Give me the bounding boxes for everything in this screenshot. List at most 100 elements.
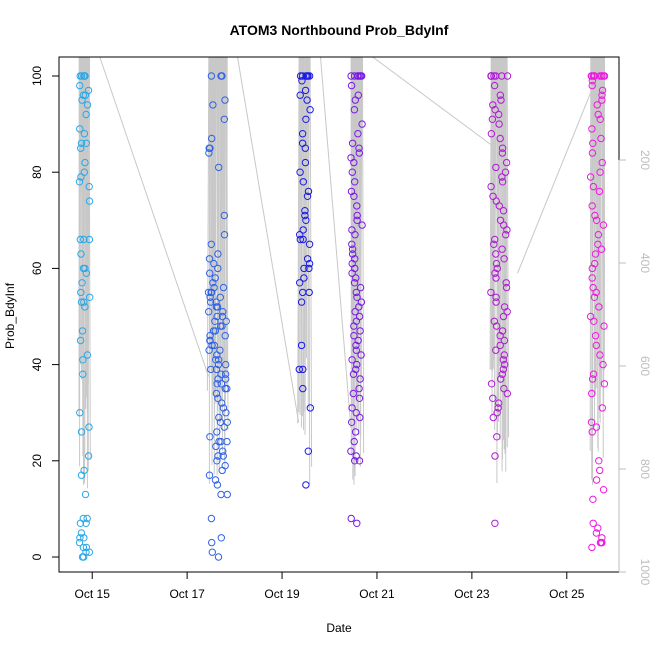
data-point (495, 120, 503, 128)
data-point (591, 211, 599, 220)
transit-line (237, 56, 300, 423)
data-point (487, 288, 495, 297)
data-point (211, 327, 220, 335)
data-point (353, 216, 361, 225)
data-point (598, 158, 606, 167)
data-point (85, 548, 94, 556)
data-point (206, 433, 214, 441)
data-point (352, 346, 360, 354)
data-point (206, 332, 214, 340)
data-point (218, 322, 226, 330)
data-point (589, 370, 598, 378)
data-point (86, 293, 94, 301)
x-axis: Oct 15 Oct 17 Oct 19 Oct 21 Oct 23 Oct 25 (75, 571, 585, 601)
data-point (589, 139, 597, 148)
data-point (349, 389, 357, 398)
data-point (498, 245, 506, 253)
data-point (208, 538, 216, 547)
x-tick-label: Oct 21 (359, 587, 395, 601)
data-point (351, 231, 359, 239)
trace-line (217, 56, 220, 402)
trace-line (214, 56, 217, 394)
data-point (588, 125, 596, 133)
trace-lines (78, 56, 605, 489)
trace-line (356, 56, 359, 401)
data-point (499, 356, 507, 364)
data-point (355, 312, 364, 321)
data-point (218, 312, 227, 321)
data-point (356, 375, 364, 383)
data-point (350, 106, 359, 114)
data-point (356, 327, 364, 335)
data-point (221, 461, 229, 470)
data-point (596, 351, 604, 359)
data-point (206, 336, 214, 345)
data-point (356, 283, 365, 292)
data-point (304, 447, 312, 455)
data-point (490, 81, 499, 90)
trace-line (506, 56, 510, 438)
data-point (301, 211, 309, 220)
data-point (598, 96, 606, 104)
data-point (296, 235, 304, 244)
chart-title: ATOM3 Northbound Prob_BdyInf (230, 22, 449, 38)
data-point (222, 360, 230, 369)
data-point (491, 452, 499, 460)
data-point (588, 375, 597, 383)
data-point (214, 553, 223, 561)
trace-line (307, 56, 310, 370)
data-point (502, 283, 511, 292)
data-point (357, 298, 366, 306)
data-point (352, 365, 360, 374)
data-point (589, 182, 598, 191)
data-point (498, 149, 507, 157)
data-point (502, 231, 510, 239)
x-tick-label: Oct 25 (549, 587, 585, 601)
data-point (215, 163, 223, 172)
data-point (82, 139, 91, 148)
data-point (78, 327, 87, 335)
data-point (500, 351, 508, 359)
data-point (85, 235, 94, 244)
data-point (487, 130, 496, 138)
data-point (586, 173, 595, 181)
data-point (296, 168, 304, 176)
trace-line (80, 56, 82, 365)
data-point (217, 370, 225, 378)
data-point (502, 158, 511, 167)
data-point (499, 365, 507, 374)
data-point (76, 81, 84, 90)
data-point (348, 356, 356, 364)
data-point (354, 91, 362, 99)
data-point (596, 466, 604, 475)
data-point (211, 476, 220, 484)
data-point (206, 144, 214, 152)
data-point (357, 351, 365, 359)
data-point (298, 130, 307, 138)
data-point (499, 207, 508, 215)
data-point (492, 259, 501, 268)
data-point (212, 365, 221, 374)
data-point (81, 490, 90, 499)
data-point (354, 130, 362, 138)
data-point (489, 413, 497, 422)
data-point (501, 168, 510, 176)
data-point (491, 235, 499, 244)
data-point (492, 346, 500, 354)
secondary-tick-label: 600 (638, 356, 650, 376)
data-point (495, 202, 503, 210)
data-point (593, 101, 601, 109)
data-point (222, 409, 230, 417)
data-point (500, 336, 509, 345)
data-point (498, 144, 507, 152)
data-point (589, 519, 597, 527)
data-point (82, 519, 90, 527)
data-point (211, 317, 219, 325)
data-point (299, 235, 307, 244)
trace-line (87, 56, 91, 384)
data-point (588, 543, 596, 552)
data-point (217, 490, 225, 499)
data-point (351, 457, 359, 465)
transit-line (320, 56, 352, 428)
data-point (595, 187, 604, 196)
